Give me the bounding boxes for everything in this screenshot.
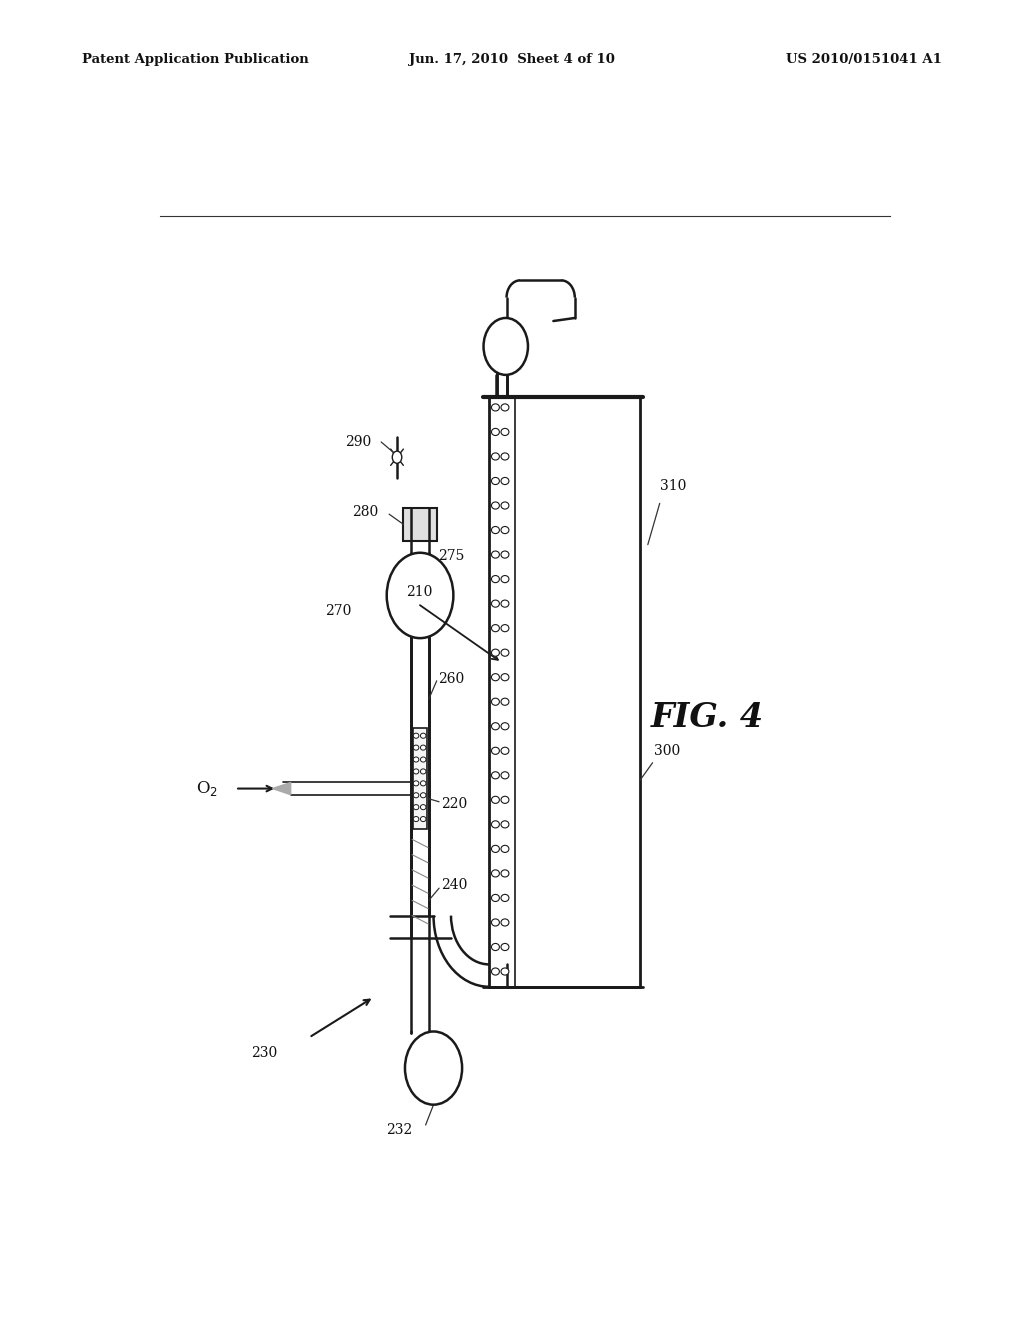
- Ellipse shape: [492, 895, 500, 902]
- Ellipse shape: [421, 793, 426, 797]
- Text: 230: 230: [251, 1045, 278, 1060]
- Ellipse shape: [414, 756, 419, 762]
- Bar: [489, 397, 640, 987]
- Ellipse shape: [501, 723, 509, 730]
- Ellipse shape: [501, 919, 509, 927]
- Ellipse shape: [492, 404, 500, 411]
- Ellipse shape: [492, 968, 500, 975]
- Ellipse shape: [492, 747, 500, 754]
- Ellipse shape: [501, 478, 509, 484]
- Text: Jun. 17, 2010  Sheet 4 of 10: Jun. 17, 2010 Sheet 4 of 10: [409, 53, 615, 66]
- Ellipse shape: [501, 968, 509, 975]
- Ellipse shape: [501, 796, 509, 804]
- Circle shape: [387, 553, 454, 638]
- Ellipse shape: [414, 781, 419, 785]
- Ellipse shape: [501, 550, 509, 558]
- Ellipse shape: [501, 527, 509, 533]
- Ellipse shape: [501, 404, 509, 411]
- Ellipse shape: [421, 781, 426, 785]
- Text: 210: 210: [406, 585, 432, 599]
- Ellipse shape: [501, 624, 509, 632]
- Text: O$_2$: O$_2$: [197, 779, 218, 799]
- Circle shape: [404, 1031, 462, 1105]
- Ellipse shape: [492, 845, 500, 853]
- Ellipse shape: [501, 821, 509, 828]
- Ellipse shape: [492, 576, 500, 582]
- Ellipse shape: [501, 601, 509, 607]
- Ellipse shape: [501, 649, 509, 656]
- Ellipse shape: [501, 698, 509, 705]
- Ellipse shape: [501, 576, 509, 582]
- Ellipse shape: [501, 673, 509, 681]
- Ellipse shape: [492, 601, 500, 607]
- Ellipse shape: [492, 772, 500, 779]
- Ellipse shape: [492, 429, 500, 436]
- Ellipse shape: [492, 527, 500, 533]
- Text: 280: 280: [352, 506, 378, 519]
- Ellipse shape: [492, 649, 500, 656]
- Ellipse shape: [414, 744, 419, 750]
- Ellipse shape: [501, 453, 509, 461]
- Ellipse shape: [421, 805, 426, 809]
- Text: 240: 240: [440, 878, 467, 892]
- Ellipse shape: [492, 673, 500, 681]
- Bar: [403, 508, 436, 541]
- Ellipse shape: [501, 429, 509, 436]
- Text: 300: 300: [654, 744, 680, 758]
- Ellipse shape: [414, 817, 419, 821]
- Ellipse shape: [414, 793, 419, 797]
- Text: 310: 310: [659, 479, 686, 492]
- Ellipse shape: [421, 756, 426, 762]
- Circle shape: [483, 318, 528, 375]
- Ellipse shape: [492, 796, 500, 804]
- Ellipse shape: [492, 944, 500, 950]
- Ellipse shape: [421, 733, 426, 738]
- Ellipse shape: [421, 744, 426, 750]
- Ellipse shape: [492, 478, 500, 484]
- Ellipse shape: [492, 453, 500, 461]
- Ellipse shape: [492, 723, 500, 730]
- Text: 232: 232: [386, 1123, 413, 1137]
- Ellipse shape: [501, 747, 509, 754]
- Ellipse shape: [492, 550, 500, 558]
- Ellipse shape: [501, 870, 509, 876]
- Ellipse shape: [421, 817, 426, 821]
- Text: 260: 260: [438, 672, 465, 686]
- Bar: [413, 727, 427, 829]
- Text: Patent Application Publication: Patent Application Publication: [82, 53, 308, 66]
- Ellipse shape: [492, 624, 500, 632]
- Ellipse shape: [414, 805, 419, 809]
- Ellipse shape: [501, 895, 509, 902]
- Ellipse shape: [492, 502, 500, 510]
- Text: FIG. 4: FIG. 4: [651, 701, 764, 734]
- Text: US 2010/0151041 A1: US 2010/0151041 A1: [786, 53, 942, 66]
- Text: 270: 270: [325, 603, 351, 618]
- Ellipse shape: [492, 870, 500, 876]
- Text: 220: 220: [440, 797, 467, 810]
- Ellipse shape: [501, 502, 509, 510]
- Text: 275: 275: [438, 549, 465, 562]
- Text: 290: 290: [345, 436, 372, 449]
- Circle shape: [392, 451, 401, 463]
- Ellipse shape: [492, 821, 500, 828]
- Ellipse shape: [492, 698, 500, 705]
- Ellipse shape: [414, 733, 419, 738]
- Ellipse shape: [501, 772, 509, 779]
- Ellipse shape: [501, 845, 509, 853]
- Polygon shape: [272, 783, 291, 795]
- Ellipse shape: [501, 944, 509, 950]
- Ellipse shape: [421, 768, 426, 774]
- Ellipse shape: [414, 768, 419, 774]
- Ellipse shape: [492, 919, 500, 927]
